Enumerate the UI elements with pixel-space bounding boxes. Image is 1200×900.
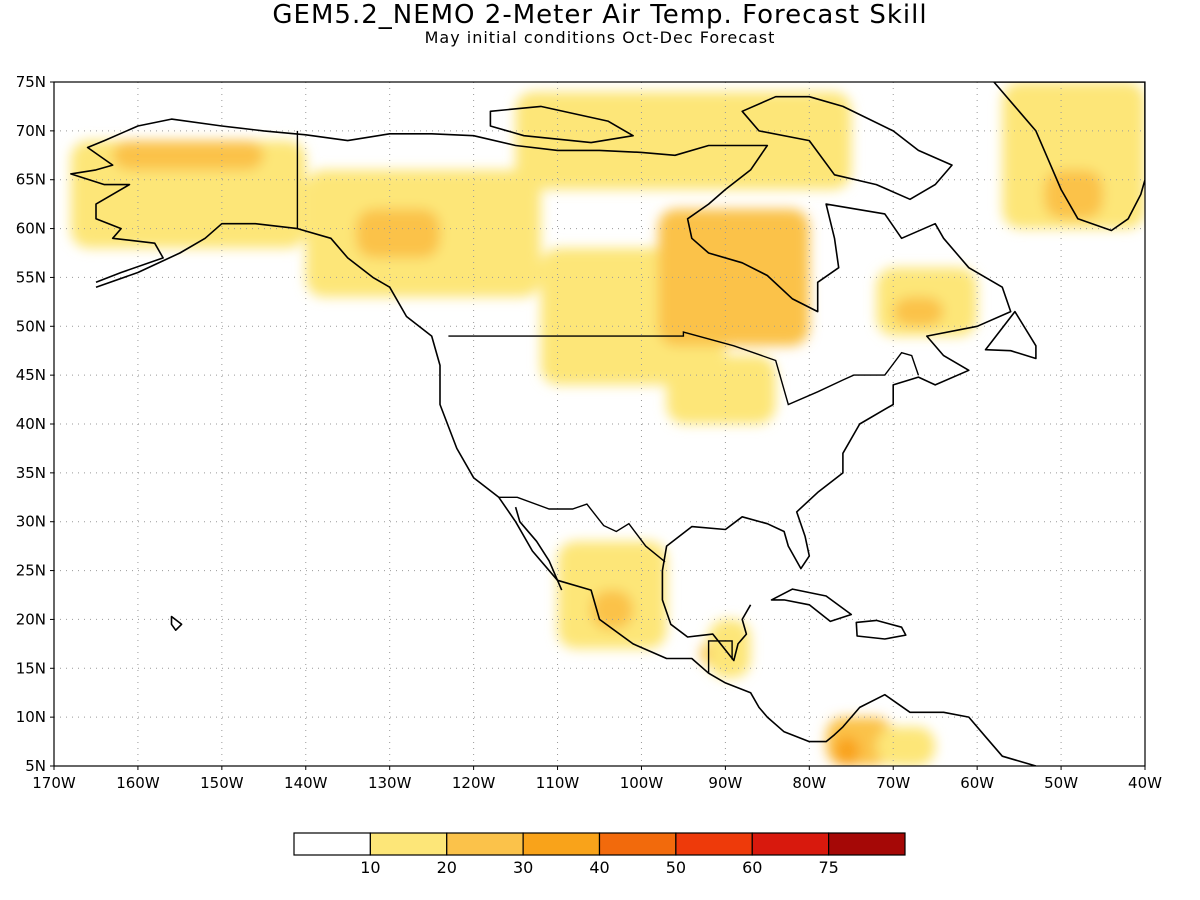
hispaniola-coast bbox=[855, 619, 907, 640]
colorbar-swatch bbox=[828, 832, 906, 856]
lon-tick-label: 40W bbox=[1128, 774, 1162, 792]
lon-tick-label: 160W bbox=[116, 774, 160, 792]
coastlines bbox=[70, 82, 1145, 766]
skill-region-midwest bbox=[666, 355, 776, 424]
skill-region-colombia-core bbox=[834, 736, 860, 766]
us-canada-border-49 bbox=[448, 331, 920, 406]
map-title: GEM5.2_NEMO 2-Meter Air Temp. Forecast S… bbox=[272, 0, 928, 30]
lat-tick-label: 40N bbox=[16, 415, 46, 433]
lon-tick-label: 110W bbox=[536, 774, 580, 792]
latitude-ticks: 5N 10N 15N 20N 25N 30N 35N 40N 45N 50N 55N 60N 65N 70… bbox=[16, 73, 54, 775]
us-mexico-border bbox=[498, 496, 666, 563]
cuba-coast bbox=[770, 588, 853, 623]
lon-tick-label: 90W bbox=[708, 774, 742, 792]
colorbar-label: 50 bbox=[666, 858, 686, 877]
colorbar-swatch bbox=[446, 832, 524, 856]
lon-tick-label: 150W bbox=[200, 774, 244, 792]
longitude-ticks: 170W 160W 150W 140W 130W 120W 110W 100W 90W 80W 70… bbox=[32, 766, 1162, 792]
lat-tick-label: 65N bbox=[16, 171, 46, 189]
skill-region-yucatan bbox=[708, 619, 751, 679]
colorbar-swatch bbox=[293, 832, 371, 856]
lat-tick-label: 5N bbox=[25, 757, 46, 775]
skill-region-greenland bbox=[1002, 82, 1145, 229]
greenland-coast bbox=[993, 82, 1145, 232]
lat-tick-label: 75N bbox=[16, 73, 46, 91]
lon-tick-label: 170W bbox=[32, 774, 76, 792]
lon-tick-label: 50W bbox=[1044, 774, 1078, 792]
colorbar-swatch bbox=[369, 832, 448, 856]
skill-region-alaska-north bbox=[112, 140, 264, 170]
victoria-island-coast bbox=[489, 105, 634, 144]
guatemala-border bbox=[707, 640, 733, 674]
colorbar-label: 30 bbox=[513, 858, 533, 877]
skill-region-arctic-islands bbox=[515, 91, 852, 190]
skill-region-yukon-core bbox=[356, 209, 441, 258]
hawaii-islands bbox=[170, 615, 183, 631]
baja-california-coast bbox=[514, 506, 563, 591]
lat-tick-label: 50N bbox=[16, 317, 46, 335]
lon-tick-label: 100W bbox=[620, 774, 664, 792]
colorbar-label: 20 bbox=[437, 858, 457, 877]
lat-tick-label: 25N bbox=[16, 562, 46, 580]
lon-tick-label: 70W bbox=[876, 774, 910, 792]
north-america-coast bbox=[95, 222, 1037, 766]
lat-tick-label: 55N bbox=[16, 268, 46, 286]
lat-tick-label: 70N bbox=[16, 122, 46, 140]
map-subtitle: May initial conditions Oct-Dec Forecast bbox=[424, 28, 776, 47]
skill-region-venezuela bbox=[876, 726, 936, 766]
baffin-island-coast bbox=[741, 95, 953, 201]
lat-tick-label: 30N bbox=[16, 513, 46, 531]
skill-shading bbox=[70, 82, 1145, 766]
lat-tick-label: 15N bbox=[16, 659, 46, 677]
colorbar-label: 10 bbox=[360, 858, 380, 877]
skill-region-mexico-core bbox=[591, 590, 634, 630]
colorbar-swatch bbox=[751, 832, 830, 856]
colorbar-label: 40 bbox=[589, 858, 609, 877]
skill-region-labrador-core bbox=[893, 296, 944, 327]
skill-region-greenland-core bbox=[1044, 169, 1104, 219]
lon-tick-label: 60W bbox=[960, 774, 994, 792]
colorbar-swatch bbox=[598, 832, 677, 856]
lon-tick-label: 80W bbox=[792, 774, 826, 792]
lat-tick-label: 35N bbox=[16, 464, 46, 482]
gulf-of-mexico-coast bbox=[70, 118, 1012, 662]
colorbar-label: 75 bbox=[818, 858, 838, 877]
lon-tick-label: 130W bbox=[368, 774, 412, 792]
lat-tick-label: 60N bbox=[16, 220, 46, 238]
lat-tick-label: 45N bbox=[16, 366, 46, 384]
colorbar: 10 20 30 40 50 60 75 bbox=[293, 832, 906, 877]
lon-tick-label: 120W bbox=[452, 774, 496, 792]
colorbar-swatch bbox=[522, 832, 601, 856]
newfoundland-coast bbox=[984, 310, 1037, 360]
gridlines bbox=[54, 82, 1145, 766]
lat-tick-label: 20N bbox=[16, 610, 46, 628]
lat-tick-label: 10N bbox=[16, 708, 46, 726]
colorbar-label: 60 bbox=[742, 858, 762, 877]
lon-tick-label: 140W bbox=[284, 774, 328, 792]
skill-region-ontario-core bbox=[708, 287, 776, 337]
colorbar-swatch bbox=[675, 832, 753, 856]
